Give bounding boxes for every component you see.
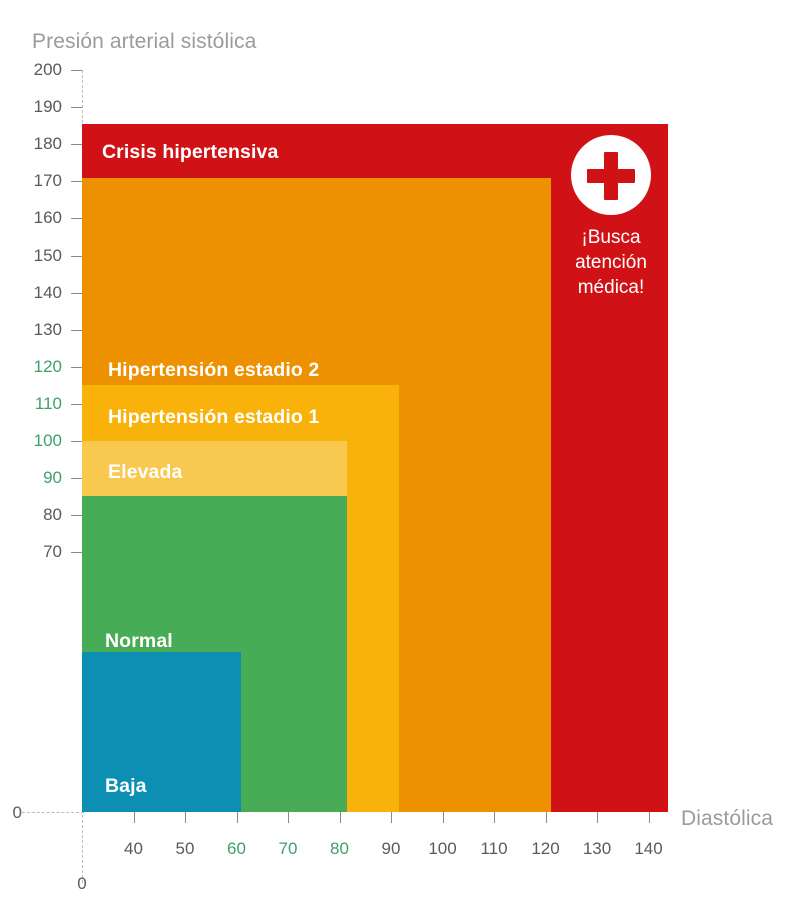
- y-tick-label: 70: [43, 542, 62, 562]
- x-tick-mark: [339, 812, 341, 823]
- x-tick-mark: [545, 812, 547, 823]
- y-tick-label: 180: [33, 134, 62, 154]
- y-tick-mark: [71, 366, 82, 368]
- x-tick-mark: [442, 812, 444, 823]
- zone-stage1-label: Hipertensión estadio 1: [108, 406, 320, 428]
- y-tick-label: 190: [33, 97, 62, 117]
- x-tick-mark: [288, 812, 289, 823]
- y-tick-label: 160: [33, 208, 62, 228]
- x-tick-label: 40: [124, 839, 143, 858]
- y-tick-mark: [71, 403, 82, 405]
- y-tick-mark: [71, 478, 82, 480]
- x-tick-label: 140: [634, 839, 663, 858]
- y-tick-label: 90: [43, 468, 62, 488]
- emergency-text-line3: médica!: [577, 277, 645, 298]
- y-tick-mark: [71, 107, 82, 109]
- emergency-text-line1: ¡Busca: [581, 227, 641, 248]
- x-tick-label: 80: [330, 839, 349, 858]
- zone-elevated-label: Elevada: [108, 461, 183, 483]
- y-tick-mark: [71, 515, 82, 517]
- y-tick-label: 120: [33, 356, 62, 376]
- x-tick-label: 70: [278, 839, 298, 858]
- x-tick-mark: [391, 812, 392, 823]
- y-tick-mark: [71, 255, 82, 257]
- zone-low-label: Baja: [105, 775, 147, 797]
- y-tick-mark: [71, 329, 82, 331]
- x-tick-mark: [133, 812, 135, 823]
- x-axis-origin-label: 0: [77, 874, 87, 893]
- medical-cross-icon: [571, 135, 651, 215]
- x-tick-label: 60: [227, 839, 246, 858]
- x-tick-mark: [494, 812, 495, 823]
- emergency-text: ¡Busca atención médica!: [566, 225, 656, 300]
- x-tick-label: 120: [531, 839, 560, 858]
- origin-guide-horizontal: [22, 812, 84, 813]
- zone-normal-label: Normal: [105, 630, 173, 652]
- x-tick-label: 50: [175, 839, 195, 858]
- y-tick-mark: [71, 181, 82, 183]
- y-tick-label: 200: [33, 60, 62, 79]
- zone-crisis-label: Crisis hipertensiva: [102, 141, 279, 163]
- x-tick-label: 100: [428, 839, 457, 858]
- y-tick-mark: [71, 144, 82, 146]
- y-tick-label: 110: [34, 393, 62, 413]
- y-tick-mark: [71, 552, 82, 554]
- emergency-text-line2: atención: [575, 252, 647, 273]
- x-tick-mark: [185, 812, 186, 823]
- emergency-callout: ¡Busca atención médica!: [566, 135, 656, 300]
- x-tick-mark: [236, 812, 238, 823]
- y-tick-mark: [71, 218, 82, 220]
- y-axis-title: Presión arterial sistólica: [32, 30, 257, 53]
- plot-area: Crisis hipertensiva Hipertensión estadio…: [82, 124, 668, 812]
- x-tick-mark: [597, 812, 598, 823]
- y-tick-label: 80: [43, 505, 62, 525]
- x-tick-label: 110: [480, 839, 508, 858]
- y-axis-origin-label: 0: [12, 803, 22, 822]
- y-tick-label: 100: [33, 431, 62, 450]
- y-tick-mark: [71, 70, 82, 71]
- x-tick-label: 130: [582, 839, 612, 858]
- zone-stage2-label: Hipertensión estadio 2: [108, 359, 320, 381]
- y-tick-label: 150: [33, 245, 62, 265]
- y-tick-label: 130: [33, 319, 62, 339]
- y-tick-mark: [71, 441, 82, 442]
- zone-low: Baja: [82, 652, 241, 812]
- x-axis-title: Diastólica: [681, 807, 774, 830]
- y-tick-mark: [71, 292, 82, 294]
- x-tick-mark: [648, 812, 650, 823]
- y-tick-label: 170: [33, 171, 62, 191]
- x-tick-label: 90: [381, 839, 401, 858]
- y-tick-label: 140: [33, 282, 62, 302]
